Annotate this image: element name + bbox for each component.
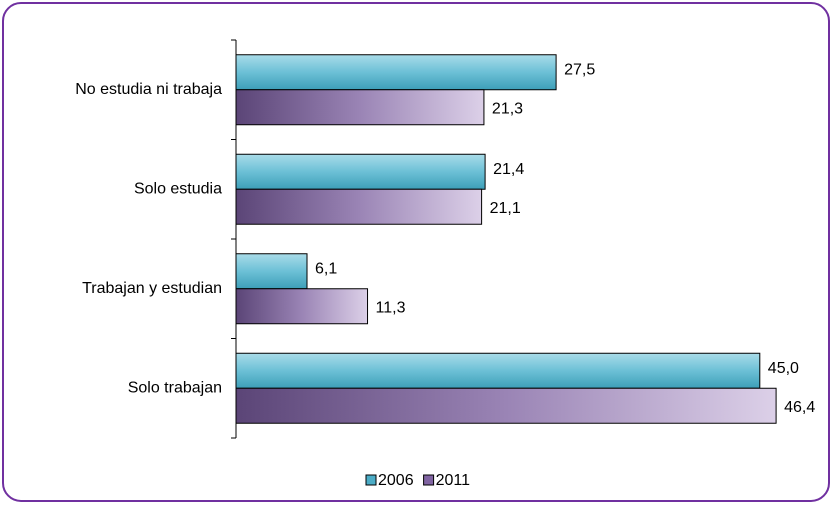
data-label: 11,3 bbox=[376, 299, 406, 316]
bar bbox=[235, 253, 308, 290]
bar bbox=[235, 352, 761, 389]
legend-swatch bbox=[423, 474, 435, 486]
bar bbox=[235, 89, 485, 126]
data-label: 21,1 bbox=[490, 200, 521, 217]
bar bbox=[235, 387, 777, 424]
data-label: 6,1 bbox=[315, 260, 337, 277]
y-tick-label: Solo estudia bbox=[134, 180, 222, 197]
bar bbox=[235, 188, 483, 225]
bar bbox=[235, 153, 486, 190]
y-tick-label: Solo trabajan bbox=[128, 379, 222, 396]
y-tick-label: Trabajan y estudian bbox=[82, 280, 222, 297]
data-label: 46,4 bbox=[784, 399, 815, 416]
data-label: 27,5 bbox=[564, 61, 595, 78]
y-tick-label: No estudia ni trabaja bbox=[75, 81, 222, 98]
legend-swatch bbox=[365, 474, 377, 486]
legend-label: 2011 bbox=[436, 472, 471, 489]
bar bbox=[235, 288, 369, 325]
legend-label: 2006 bbox=[378, 472, 414, 489]
bar bbox=[235, 54, 557, 91]
data-label: 45,0 bbox=[768, 360, 799, 377]
data-label: 21,3 bbox=[492, 100, 523, 117]
data-label: 21,4 bbox=[493, 161, 524, 178]
